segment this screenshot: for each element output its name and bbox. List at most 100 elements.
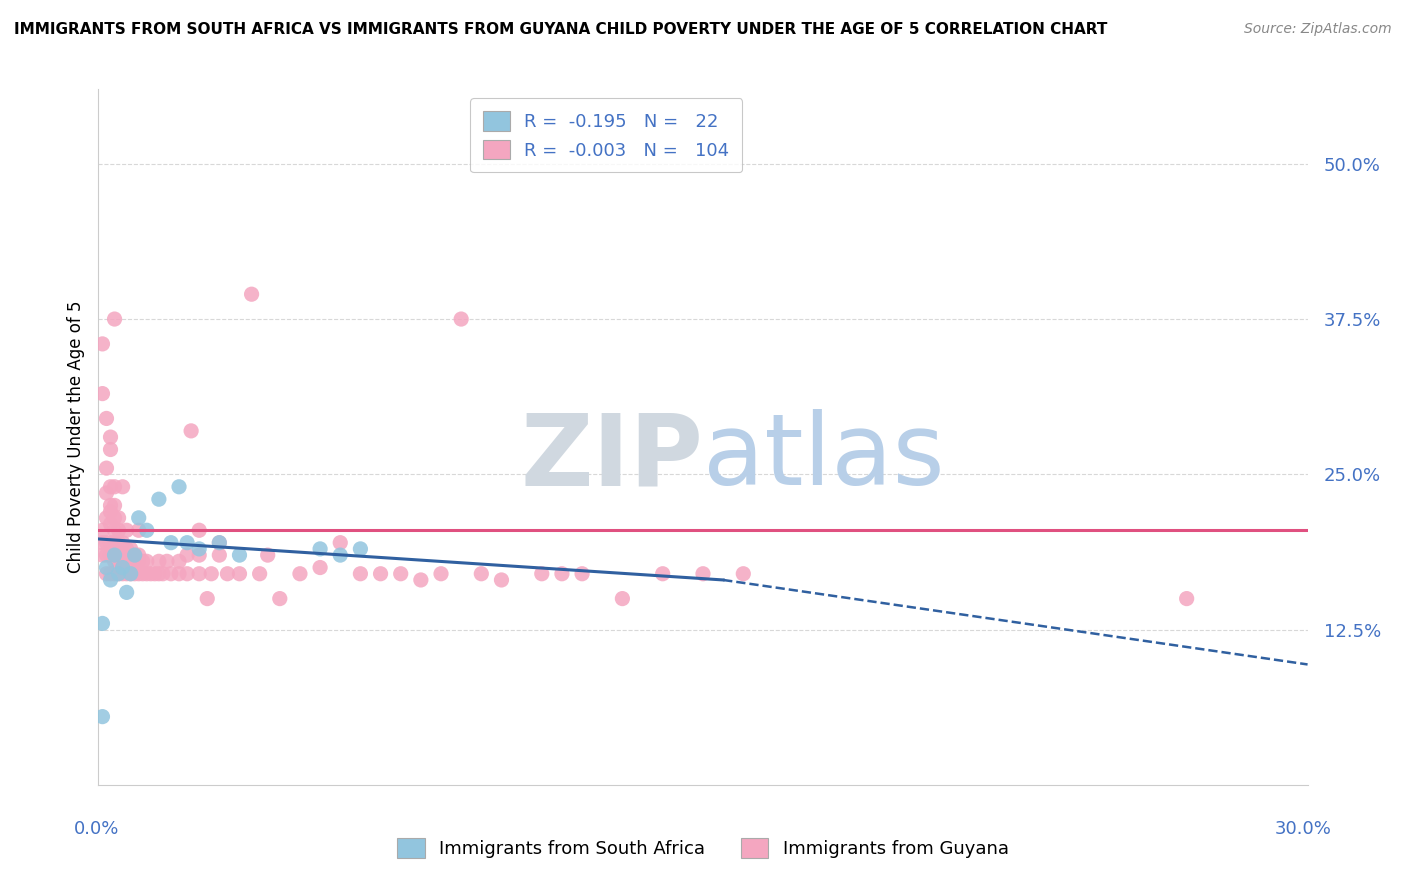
Point — [692, 566, 714, 581]
Point — [100, 505, 122, 519]
Point — [124, 548, 146, 562]
Point — [612, 591, 634, 606]
Point — [120, 541, 142, 556]
Point — [100, 480, 122, 494]
Point — [249, 566, 271, 581]
Point — [470, 566, 492, 581]
Point — [167, 554, 190, 568]
Point — [1175, 591, 1198, 606]
Point — [115, 566, 138, 581]
Point — [107, 535, 129, 549]
Point — [103, 511, 125, 525]
Point — [309, 560, 332, 574]
Point — [530, 566, 553, 581]
Point — [132, 566, 155, 581]
Point — [91, 709, 114, 723]
Point — [160, 535, 183, 549]
Point — [120, 566, 142, 581]
Point — [103, 535, 125, 549]
Point — [329, 548, 352, 562]
Point — [96, 511, 118, 525]
Point — [195, 591, 218, 606]
Point — [188, 541, 211, 556]
Point — [128, 554, 150, 568]
Point — [111, 535, 134, 549]
Point — [103, 499, 125, 513]
Point — [91, 386, 114, 401]
Point — [100, 499, 122, 513]
Point — [160, 566, 183, 581]
Point — [91, 523, 114, 537]
Point — [91, 616, 114, 631]
Point — [651, 566, 673, 581]
Point — [156, 554, 179, 568]
Point — [188, 548, 211, 562]
Point — [217, 566, 239, 581]
Point — [96, 560, 118, 574]
Point — [288, 566, 311, 581]
Point — [228, 566, 250, 581]
Text: Source: ZipAtlas.com: Source: ZipAtlas.com — [1244, 22, 1392, 37]
Point — [100, 516, 122, 531]
Point — [370, 566, 392, 581]
Point — [188, 523, 211, 537]
Point — [329, 535, 352, 549]
Point — [103, 548, 125, 562]
Point — [103, 480, 125, 494]
Point — [256, 548, 278, 562]
Point — [103, 566, 125, 581]
Point — [100, 442, 122, 457]
Point — [176, 566, 198, 581]
Point — [100, 548, 122, 562]
Text: IMMIGRANTS FROM SOUTH AFRICA VS IMMIGRANTS FROM GUYANA CHILD POVERTY UNDER THE A: IMMIGRANTS FROM SOUTH AFRICA VS IMMIGRAN… — [14, 22, 1108, 37]
Point — [450, 312, 472, 326]
Point — [107, 511, 129, 525]
Point — [96, 548, 118, 562]
Text: ZIP: ZIP — [520, 409, 703, 507]
Point — [132, 554, 155, 568]
Point — [111, 554, 134, 568]
Point — [107, 554, 129, 568]
Point — [91, 548, 114, 562]
Point — [96, 461, 118, 475]
Text: 30.0%: 30.0% — [1275, 820, 1331, 838]
Point — [167, 480, 190, 494]
Legend: Immigrants from South Africa, Immigrants from Guyana: Immigrants from South Africa, Immigrants… — [391, 830, 1015, 865]
Point — [143, 566, 166, 581]
Point — [200, 566, 222, 581]
Point — [152, 566, 174, 581]
Point — [107, 523, 129, 537]
Point — [176, 535, 198, 549]
Point — [148, 566, 170, 581]
Point — [91, 337, 114, 351]
Point — [107, 566, 129, 581]
Point — [111, 566, 134, 581]
Point — [120, 566, 142, 581]
Point — [571, 566, 593, 581]
Y-axis label: Child Poverty Under the Age of 5: Child Poverty Under the Age of 5 — [66, 301, 84, 574]
Point — [115, 585, 138, 599]
Point — [139, 566, 162, 581]
Point — [309, 541, 332, 556]
Point — [135, 523, 157, 537]
Point — [115, 548, 138, 562]
Point — [100, 535, 122, 549]
Point — [208, 535, 231, 549]
Point — [128, 511, 150, 525]
Point — [107, 566, 129, 581]
Point — [128, 523, 150, 537]
Point — [176, 548, 198, 562]
Point — [111, 560, 134, 574]
Point — [96, 535, 118, 549]
Point — [430, 566, 453, 581]
Point — [135, 566, 157, 581]
Point — [111, 548, 134, 562]
Point — [269, 591, 291, 606]
Point — [115, 541, 138, 556]
Point — [103, 523, 125, 537]
Point — [349, 566, 371, 581]
Point — [733, 566, 755, 581]
Point — [148, 492, 170, 507]
Point — [103, 548, 125, 562]
Point — [100, 573, 122, 587]
